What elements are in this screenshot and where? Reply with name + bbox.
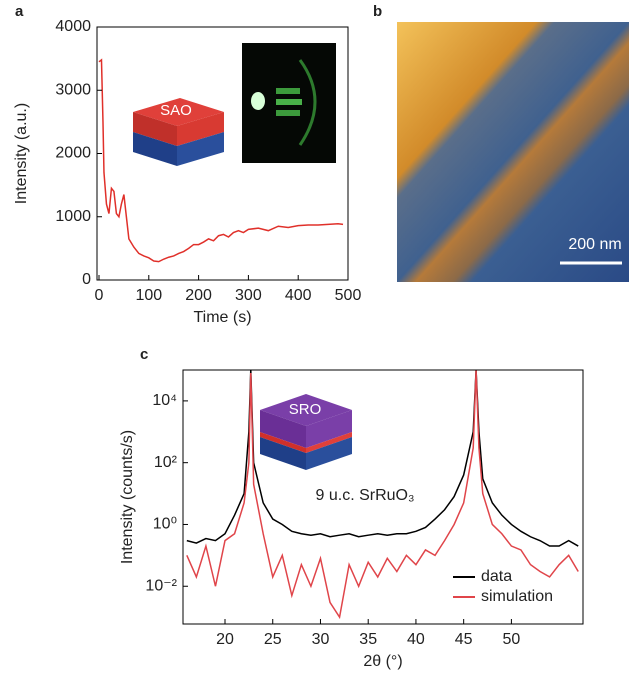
data-line xyxy=(98,58,344,263)
legend-label: data xyxy=(481,568,512,585)
x-axis-label: 2θ (°) xyxy=(363,653,402,670)
x-tick-label: 25 xyxy=(264,631,282,648)
data-line xyxy=(186,370,579,620)
x-tick-label: 40 xyxy=(407,631,425,648)
y-tick-label: 4000 xyxy=(55,18,91,35)
legend-label: simulation xyxy=(481,588,553,605)
x-axis-label: Time (s) xyxy=(193,309,251,326)
axes-frame xyxy=(182,369,584,625)
y-tick-label: 1000 xyxy=(55,208,91,225)
plot-lines xyxy=(186,370,579,620)
inset-label: SAO xyxy=(160,102,192,119)
y-tick-label: 10⁰ xyxy=(153,516,177,533)
x-tick-label: 45 xyxy=(455,631,473,648)
y-tick-label: 10⁴ xyxy=(152,392,177,409)
x-tick-label: 0 xyxy=(95,287,104,304)
x-tick-label: 100 xyxy=(135,287,162,304)
panel-label: b xyxy=(373,3,382,20)
x-tick-label: 300 xyxy=(235,287,262,304)
y-tick-label: 3000 xyxy=(55,81,91,98)
inset-label: SRO xyxy=(289,401,322,418)
x-tick-label: 50 xyxy=(503,631,521,648)
y-tick-label: 0 xyxy=(82,271,91,288)
x-tick-label: 500 xyxy=(335,287,362,304)
data-line xyxy=(186,370,579,547)
y-axis-label: Intensity (counts/s) xyxy=(119,430,136,564)
x-tick-label: 35 xyxy=(359,631,377,648)
y-tick-label: 10⁻² xyxy=(145,577,177,594)
y-axis-label: Intensity (a.u.) xyxy=(13,103,30,204)
x-tick-label: 20 xyxy=(216,631,234,648)
sao-cube xyxy=(133,98,224,166)
y-tick-label: 2000 xyxy=(55,145,91,162)
annotation: 9 u.c. SrRuO₃ xyxy=(316,487,415,504)
scale-bar-label: 200 nm xyxy=(568,236,621,253)
afm-image xyxy=(397,22,629,282)
panel-label: a xyxy=(15,3,24,20)
x-tick-label: 400 xyxy=(285,287,312,304)
rheed-image xyxy=(242,43,336,163)
plot-lines xyxy=(98,58,344,263)
y-tick-label: 10² xyxy=(154,454,178,471)
sro-cube xyxy=(260,394,352,470)
x-tick-label: 30 xyxy=(312,631,330,648)
panel-label: c xyxy=(140,346,148,363)
x-tick-label: 200 xyxy=(185,287,212,304)
